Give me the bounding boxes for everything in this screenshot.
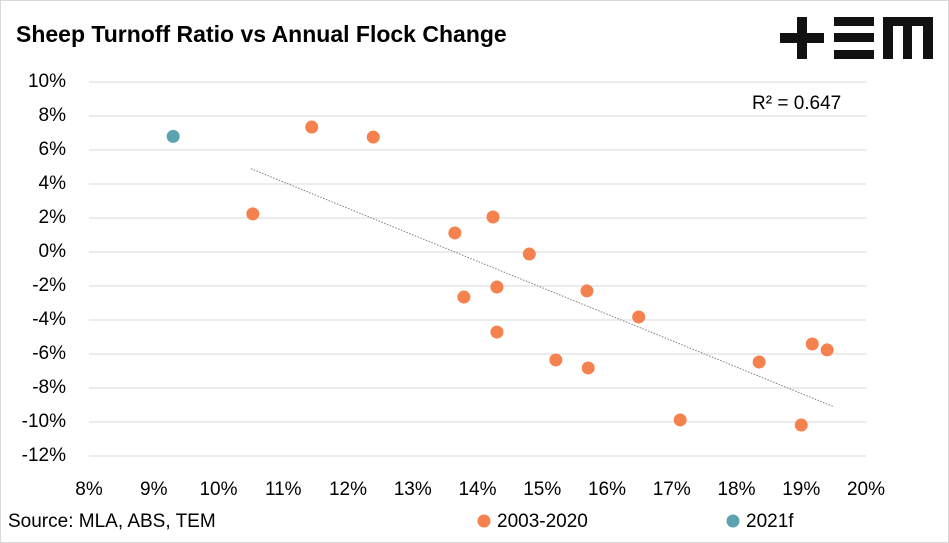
x-tick-label: 8% <box>75 479 103 500</box>
point <box>448 226 462 240</box>
x-tick-label: 12% <box>329 479 367 500</box>
point <box>549 353 563 367</box>
x-tick-label: 18% <box>717 479 755 500</box>
legend-marker <box>726 514 740 528</box>
point <box>632 310 646 324</box>
point <box>794 418 808 432</box>
point <box>366 130 380 144</box>
y-tick-label: 0% <box>39 241 67 262</box>
x-tick-label: 20% <box>847 479 885 500</box>
point <box>805 337 819 351</box>
y-tick-label: -8% <box>32 377 66 398</box>
x-tick-label: 9% <box>140 479 168 500</box>
y-tick-label: -12% <box>22 445 66 466</box>
x-tick-label: 15% <box>523 479 561 500</box>
y-tick-label: -2% <box>32 275 66 296</box>
r-squared: R² = 0.647 <box>752 93 841 114</box>
y-tick-label: 4% <box>39 173 67 194</box>
x-tick-label: 14% <box>458 479 496 500</box>
point <box>246 207 260 221</box>
point <box>490 280 504 294</box>
point <box>581 361 595 375</box>
x-tick-label: 10% <box>199 479 237 500</box>
y-tick-label: 2% <box>39 207 67 228</box>
point <box>673 413 687 427</box>
chart-title: Sheep Turnoff Ratio vs Annual Flock Chan… <box>16 21 507 47</box>
x-tick-label: 16% <box>588 479 626 500</box>
point <box>486 210 500 224</box>
legend-label: 2021f <box>746 511 794 532</box>
source: Source: MLA, ABS, TEM <box>8 511 216 532</box>
point <box>580 284 594 298</box>
legend-marker <box>477 514 491 528</box>
x-tick-label: 17% <box>653 479 691 500</box>
y-tick-label: 10% <box>28 71 66 92</box>
logo <box>780 17 933 59</box>
point <box>820 343 834 357</box>
legend-label: 2003-2020 <box>497 511 588 532</box>
point <box>522 247 536 261</box>
point <box>166 129 180 143</box>
x-tick-label: 11% <box>265 479 302 500</box>
y-tick-label: 6% <box>39 139 67 160</box>
point <box>457 290 471 304</box>
y-tick-label: 8% <box>39 105 67 126</box>
point <box>752 355 766 369</box>
y-tick-label: -10% <box>22 411 66 432</box>
x-tick-label: 13% <box>394 479 432 500</box>
point <box>305 120 319 134</box>
x-tick-label: 19% <box>782 479 820 500</box>
y-tick-label: -6% <box>32 343 66 364</box>
y-tick-label: -4% <box>32 309 66 330</box>
point <box>490 325 504 339</box>
